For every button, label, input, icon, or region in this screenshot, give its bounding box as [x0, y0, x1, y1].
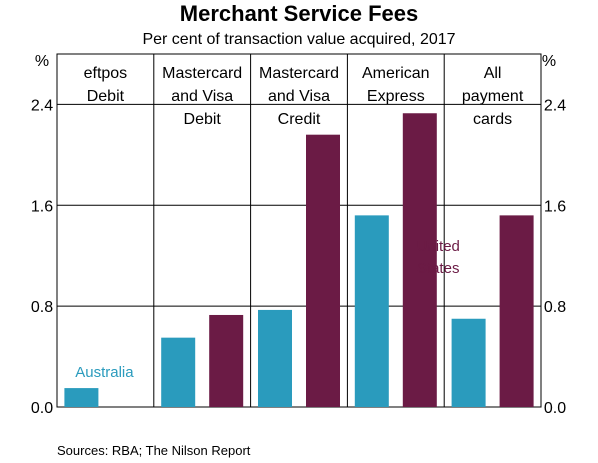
- category-label: Mastercard: [162, 65, 242, 82]
- y-tick-label-left: 2.4: [31, 97, 53, 114]
- y-tick-label-left: 1.6: [31, 198, 53, 215]
- y-tick-label-right: 0.0: [544, 400, 566, 417]
- y-tick-label-right: 1.6: [544, 198, 566, 215]
- y-tick-label-left: 0.0: [31, 400, 53, 417]
- category-label: and Visa: [171, 88, 233, 105]
- plot-frame: [56, 53, 542, 408]
- right-unit-label: %: [542, 53, 556, 70]
- bar-united-states: [499, 215, 534, 407]
- category-label: Credit: [278, 111, 321, 128]
- annotation-united-states: States: [417, 260, 460, 277]
- annotation-united-states: United: [417, 238, 460, 255]
- annotation-australia: Australia: [75, 364, 134, 381]
- source-note: Sources: RBA; The Nilson Report: [57, 443, 251, 458]
- bar-australia: [64, 388, 99, 407]
- bar-australia: [354, 215, 389, 407]
- category-label: payment: [462, 88, 524, 105]
- chart-title: Merchant Service Fees: [180, 1, 418, 26]
- bar-united-states: [402, 113, 437, 407]
- category-label: and Visa: [268, 88, 330, 105]
- category-label: Express: [367, 88, 425, 105]
- category-label: American: [362, 65, 430, 82]
- category-label: cards: [473, 111, 512, 128]
- category-label: Mastercard: [259, 65, 339, 82]
- y-tick-label-left: 0.8: [31, 299, 53, 316]
- plot-area: 0.0 0.0 0.8 0.8 1.6 1.6 2.4 2.4 eftpos Debit Maste…: [31, 53, 566, 417]
- category-label: All: [484, 65, 502, 82]
- category-label: eftpos: [84, 65, 128, 82]
- bar-australia: [161, 337, 196, 407]
- bar-australia: [451, 318, 486, 407]
- bar-australia: [258, 309, 292, 407]
- left-unit-label: %: [35, 53, 49, 70]
- y-tick-label-right: 0.8: [544, 299, 566, 316]
- chart-subtitle: Per cent of transaction value acquired, …: [142, 31, 455, 48]
- category-label: Debit: [184, 111, 222, 128]
- bar-united-states: [209, 314, 244, 407]
- y-tick-label-right: 2.4: [544, 97, 566, 114]
- bar-united-states: [306, 134, 340, 407]
- category-label: Debit: [87, 88, 125, 105]
